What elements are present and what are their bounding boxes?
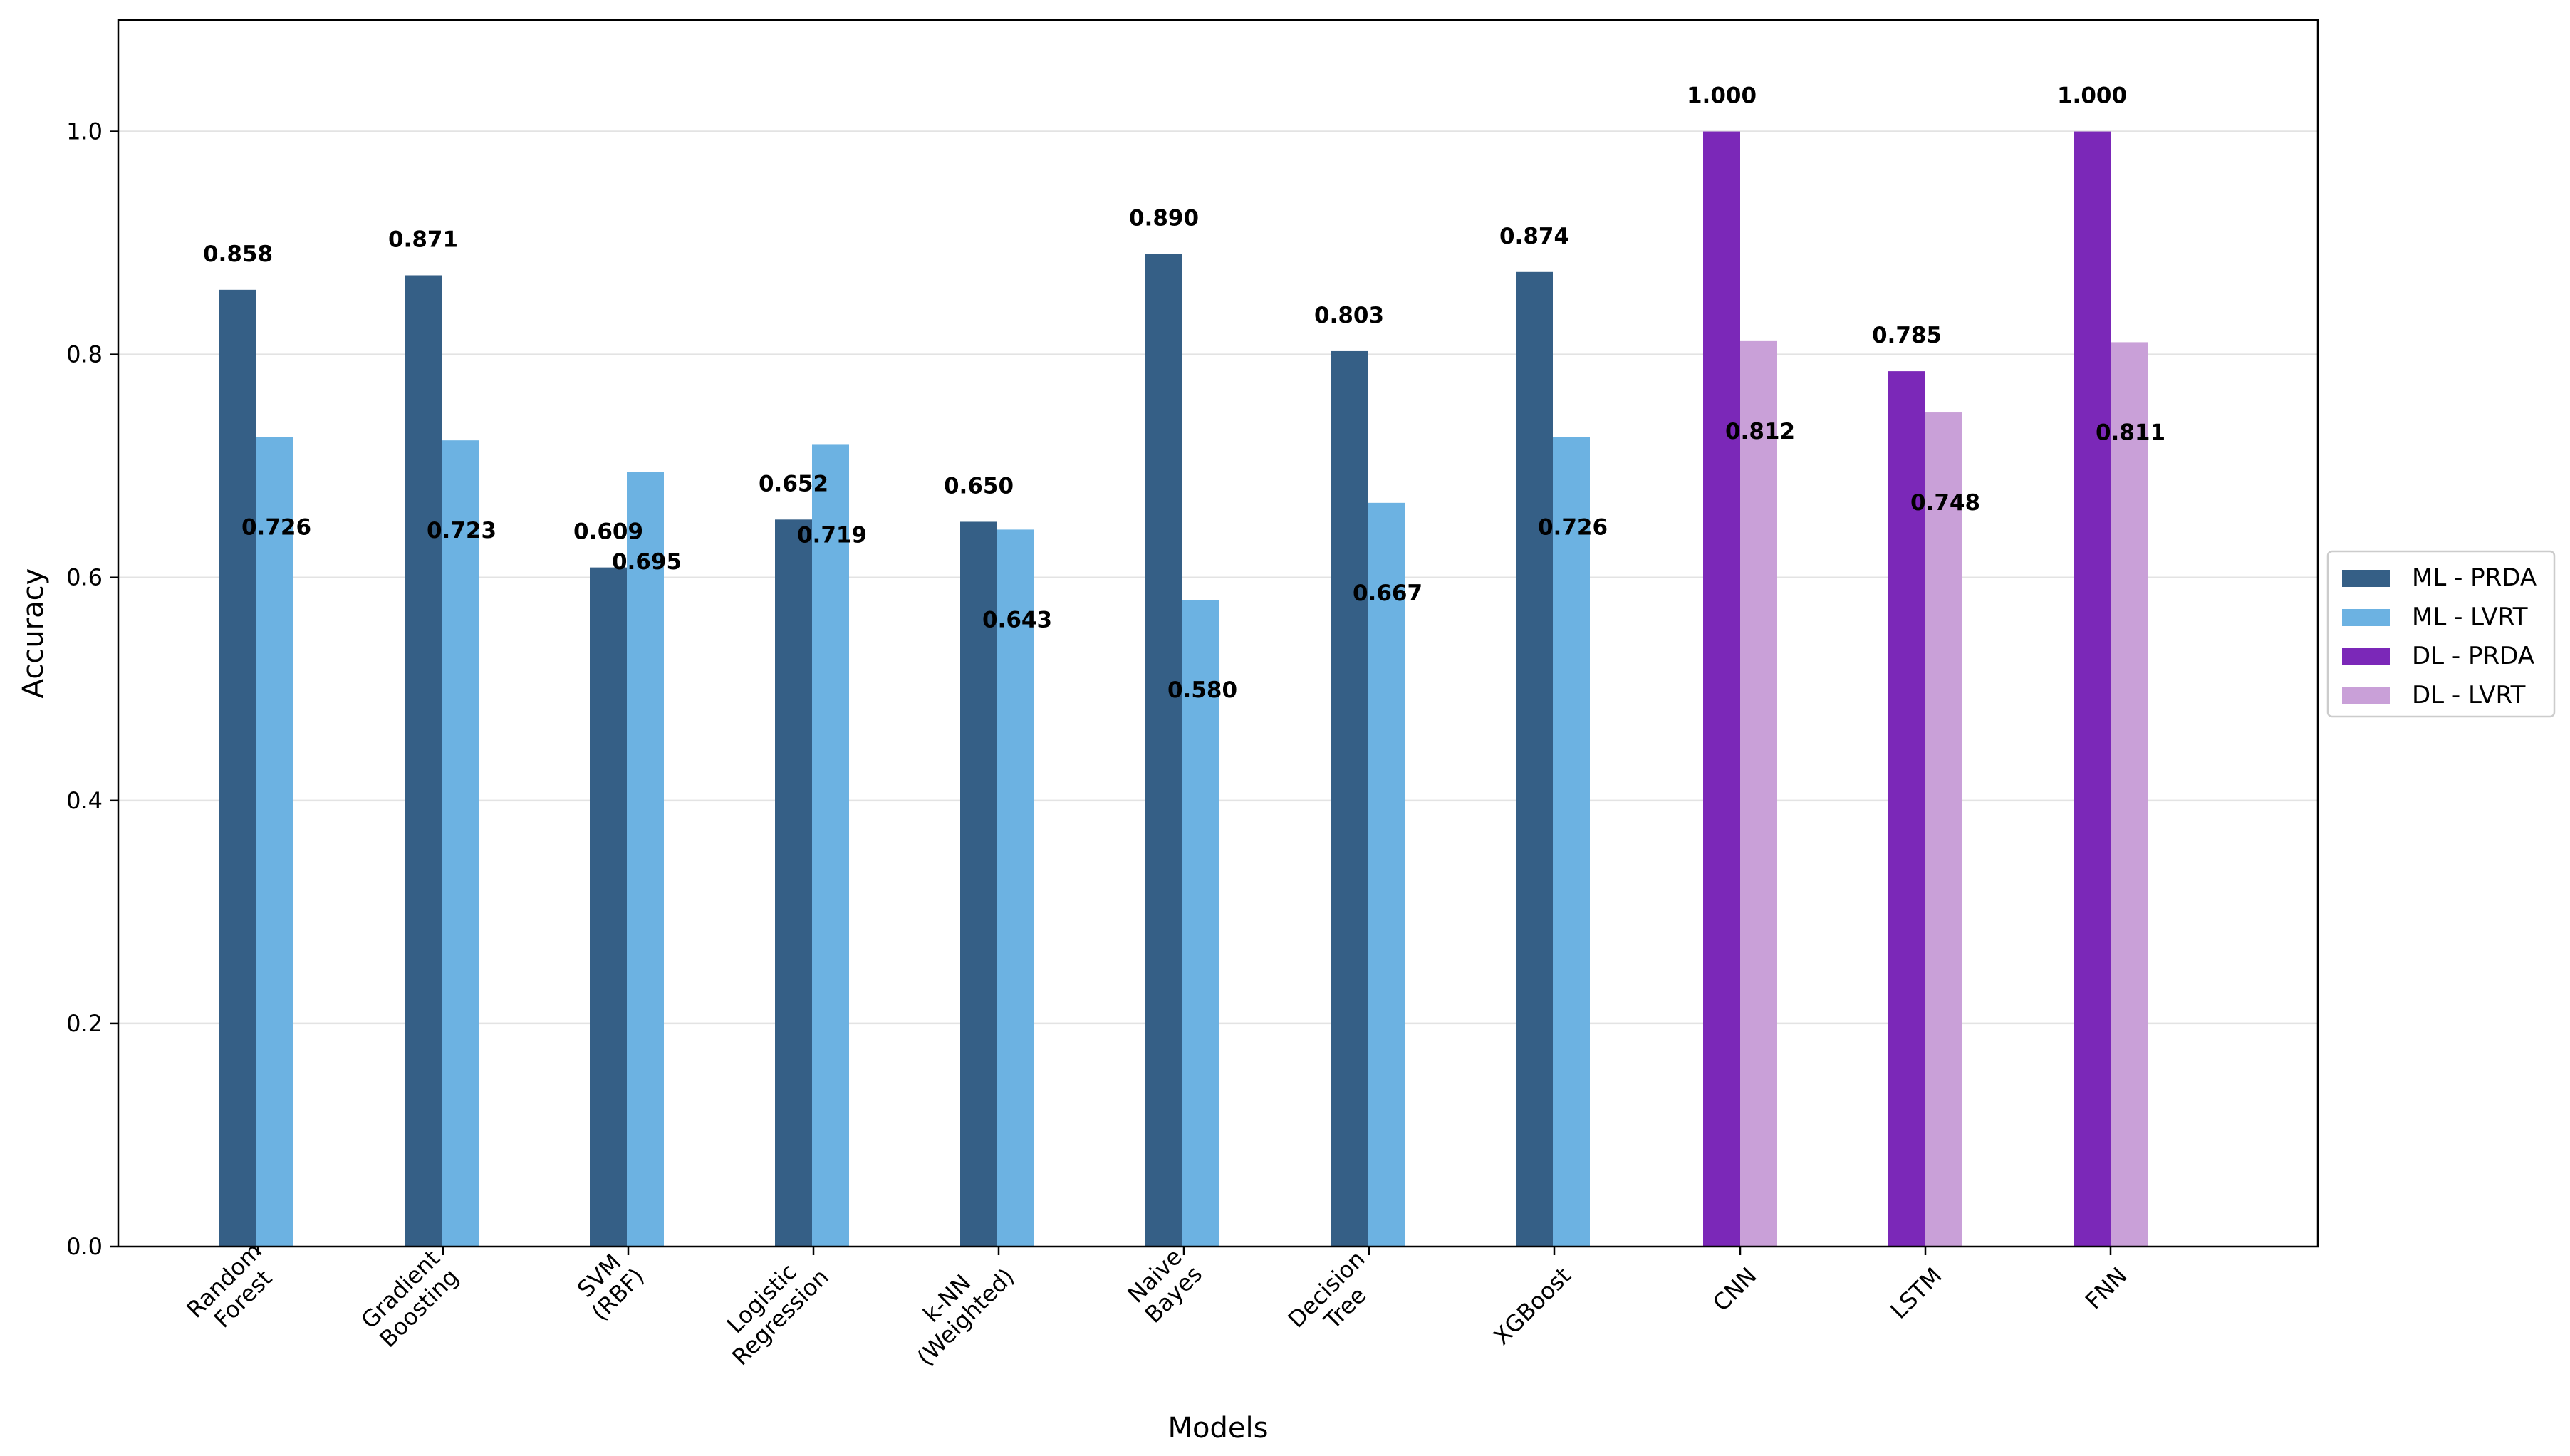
bar [590,567,627,1247]
legend-swatch [2342,648,2390,665]
bar [1516,271,1553,1247]
data-label: 0.609 [573,519,643,545]
legend-label: ML - LVRT [2412,603,2528,631]
plot-frame [117,19,2319,1248]
legend-label: DL - LVRT [2412,681,2526,709]
data-label: 0.580 [1167,677,1237,703]
bars [219,131,2148,1247]
data-label: 0.652 [759,471,828,496]
y-tick-label: 1.0 [66,118,103,145]
legend-swatch [2342,570,2390,587]
bar [219,289,256,1247]
legend-swatch [2342,609,2390,626]
data-label: 0.874 [1499,224,1569,249]
bar [1368,502,1405,1247]
data-label: 0.643 [982,607,1052,633]
y-axis-title: Accuracy [17,568,50,699]
data-label: 0.811 [2096,420,2165,445]
data-label: 1.000 [2057,83,2127,109]
legend-label: DL - PRDA [2412,642,2534,670]
data-label: 0.803 [1314,303,1384,328]
bar [997,529,1034,1247]
data-label: 0.748 [1910,490,1980,516]
bar [1553,437,1590,1247]
y-tick-label: 0.4 [66,787,103,814]
legend: ML - PRDA ML - LVRT DL - PRDA DL - LVRT [2326,550,2556,718]
bar [1331,350,1368,1247]
bar [1925,412,1962,1247]
bar [1703,131,1740,1247]
bar [1888,371,1925,1247]
bar [1740,340,1777,1247]
data-label: 0.785 [1872,323,1942,348]
legend-label: ML - PRDA [2412,563,2537,592]
data-label: 0.726 [1538,514,1608,540]
data-label: 0.667 [1353,581,1422,606]
x-axis-title: Models [1168,1412,1269,1445]
data-label: 0.812 [1725,419,1795,444]
y-tick-label: 0.8 [66,341,103,368]
bar [442,440,479,1247]
bar [812,444,849,1247]
legend-box [2326,550,2556,718]
data-label: 0.871 [388,227,458,252]
bar [1182,600,1219,1247]
bar [2074,131,2111,1247]
y-tick-label: 0.2 [66,1010,103,1037]
data-label: 0.723 [427,518,496,544]
legend-swatch [2342,687,2390,704]
data-label: 0.695 [612,549,682,575]
bar [627,472,664,1247]
data-label: 1.000 [1687,83,1757,109]
data-label: 0.650 [944,473,1014,499]
data-label: 0.726 [241,514,311,540]
data-label: 0.858 [203,241,273,267]
data-label: 0.719 [797,522,867,548]
bar [960,521,997,1247]
bar [405,275,442,1247]
data-label: 0.890 [1129,206,1199,232]
y-axis-ticks: 0.0 0.2 0.4 0.6 0.8 1.0 [66,118,118,1260]
bar [1145,254,1182,1247]
data-labels: 0.858 0.726 0.871 0.723 0.609 0.695 0.652 0.719… [203,83,2165,703]
bar [2111,342,2148,1247]
y-tick-label: 0.6 [66,564,103,591]
bar [256,437,293,1247]
y-tick-label: 0.0 [66,1233,103,1260]
bar [775,519,812,1247]
